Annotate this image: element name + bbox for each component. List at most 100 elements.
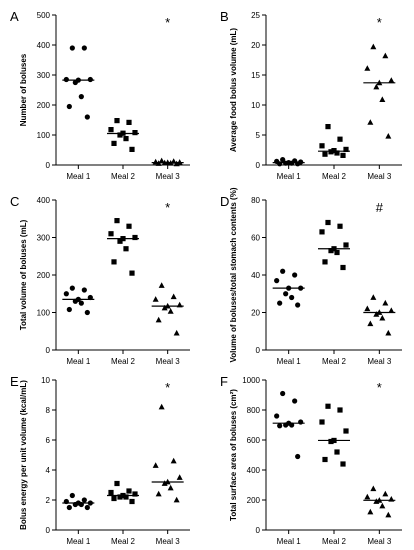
panel-c: C 0 100 200 300 400 Total volume of boluses (m… bbox=[10, 194, 190, 366]
data-point bbox=[161, 480, 168, 486]
data-point bbox=[152, 462, 159, 468]
group-meal-3 bbox=[151, 282, 184, 336]
y-tick-label: 500 bbox=[37, 11, 51, 20]
y-tick-label: 800 bbox=[247, 406, 261, 415]
y-tick-label: 20 bbox=[251, 41, 260, 50]
data-point bbox=[111, 495, 117, 502]
data-point bbox=[340, 264, 346, 271]
data-point bbox=[81, 45, 87, 51]
data-point bbox=[161, 304, 168, 311]
data-point bbox=[385, 511, 392, 518]
data-point bbox=[388, 307, 395, 314]
data-point bbox=[343, 242, 349, 248]
panel-a: A 0 100 200 300 400 500 Number of boluses Meal 1… bbox=[10, 9, 190, 181]
data-point bbox=[129, 146, 135, 152]
data-point bbox=[117, 132, 123, 138]
data-point bbox=[72, 79, 78, 86]
group-meal-1 bbox=[62, 492, 95, 511]
data-point bbox=[328, 248, 334, 254]
data-point bbox=[319, 143, 325, 149]
data-point bbox=[132, 130, 138, 136]
data-point bbox=[126, 223, 132, 229]
x-tick-label: Meal 1 bbox=[66, 172, 91, 181]
y-tick-label: 100 bbox=[37, 309, 51, 318]
data-point bbox=[385, 329, 392, 336]
y-tick-label: 80 bbox=[251, 196, 260, 205]
significance-mark: * bbox=[377, 380, 382, 395]
data-point bbox=[382, 299, 389, 306]
data-point bbox=[84, 504, 90, 511]
data-point bbox=[170, 293, 177, 300]
y-tick-label: 40 bbox=[251, 271, 260, 280]
y-tick-label: 0 bbox=[256, 526, 261, 535]
data-point bbox=[379, 96, 386, 102]
significance-mark: # bbox=[376, 200, 384, 215]
group-meal-3 bbox=[363, 43, 396, 139]
x-tick-label: Meal 3 bbox=[367, 357, 392, 366]
x-tick-label: Meal 2 bbox=[322, 172, 347, 181]
x-tick-label: Meal 1 bbox=[66, 537, 91, 546]
data-point bbox=[108, 231, 114, 237]
data-point bbox=[340, 152, 346, 158]
x-tick-label: Meal 2 bbox=[111, 537, 136, 546]
x-tick-label: Meal 1 bbox=[277, 357, 302, 366]
data-point bbox=[340, 461, 346, 467]
y-tick-label: 600 bbox=[247, 436, 261, 445]
data-point bbox=[129, 498, 135, 505]
data-point bbox=[367, 508, 374, 515]
data-point bbox=[158, 403, 165, 410]
data-point bbox=[81, 287, 87, 293]
data-point bbox=[277, 161, 283, 167]
data-point bbox=[292, 272, 298, 278]
data-point bbox=[292, 398, 298, 404]
data-point bbox=[173, 160, 180, 167]
y-axis-title: Volume of boluses/total stomach contents… bbox=[229, 187, 238, 362]
group-meal-3 bbox=[363, 485, 396, 518]
data-point bbox=[364, 65, 371, 71]
data-point bbox=[337, 136, 343, 142]
group-meal-3 bbox=[363, 294, 396, 336]
data-point bbox=[170, 457, 177, 464]
data-point bbox=[319, 229, 325, 235]
data-point bbox=[367, 320, 374, 327]
group-meal-2 bbox=[318, 403, 350, 467]
data-point bbox=[328, 438, 334, 445]
y-tick-label: 2 bbox=[46, 496, 51, 505]
group-meal-2 bbox=[318, 124, 350, 158]
data-point bbox=[123, 494, 129, 500]
data-point bbox=[280, 268, 286, 274]
y-tick-label: 0 bbox=[256, 346, 261, 355]
data-point bbox=[373, 498, 380, 504]
data-point bbox=[126, 488, 132, 494]
y-tick-label: 25 bbox=[251, 11, 260, 20]
y-tick-label: 5 bbox=[256, 131, 261, 140]
group-meal-1 bbox=[272, 390, 305, 460]
x-tick-label: Meal 2 bbox=[322, 357, 347, 366]
significance-mark: * bbox=[165, 200, 170, 215]
group-meal-2 bbox=[318, 219, 350, 271]
data-point bbox=[334, 150, 340, 156]
y-tick-label: 400 bbox=[247, 466, 261, 475]
data-point bbox=[176, 474, 183, 480]
data-point bbox=[155, 316, 162, 323]
data-point bbox=[325, 124, 331, 130]
y-tick-label: 1000 bbox=[242, 376, 260, 385]
data-point bbox=[66, 504, 72, 511]
data-point bbox=[382, 52, 389, 59]
data-point bbox=[176, 159, 183, 165]
data-point bbox=[295, 161, 301, 167]
data-point bbox=[84, 309, 90, 316]
y-tick-label: 0 bbox=[256, 161, 261, 170]
data-point bbox=[388, 77, 395, 83]
x-tick-label: Meal 3 bbox=[156, 357, 181, 366]
data-point bbox=[69, 285, 75, 291]
data-point bbox=[373, 311, 380, 317]
data-point bbox=[111, 140, 117, 146]
data-point bbox=[132, 491, 138, 497]
data-point bbox=[325, 403, 331, 409]
y-tick-label: 60 bbox=[251, 234, 260, 243]
data-point bbox=[373, 83, 380, 90]
data-point bbox=[173, 496, 180, 503]
y-tick-label: 0 bbox=[46, 161, 51, 170]
data-point bbox=[298, 419, 304, 425]
